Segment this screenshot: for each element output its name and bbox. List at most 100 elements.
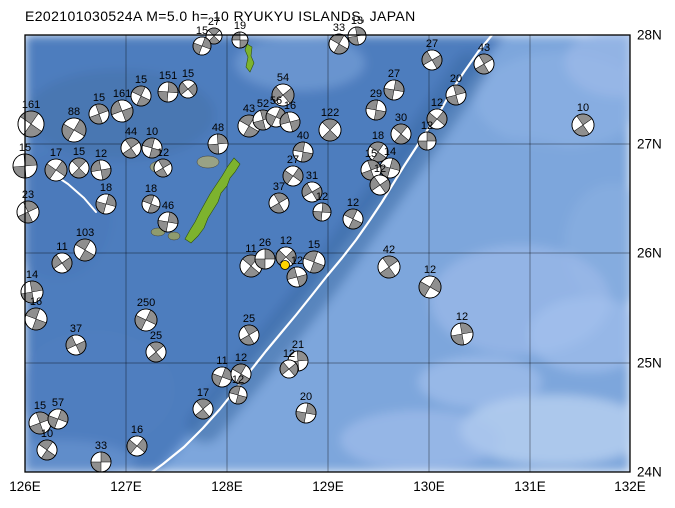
depth-label: 46 xyxy=(162,200,174,212)
depth-label: 40 xyxy=(297,130,309,142)
depth-label: 18 xyxy=(100,182,112,194)
beachball: 10 xyxy=(571,102,595,137)
beachball: 40 xyxy=(292,130,314,163)
depth-label: 18 xyxy=(372,130,384,142)
beachball: 12 xyxy=(450,311,474,346)
depth-label: 25 xyxy=(150,330,162,342)
depth-label: 19 xyxy=(234,20,246,32)
beachball: 12 xyxy=(286,255,308,288)
depth-label: 27 xyxy=(287,154,299,166)
depth-label: 16 xyxy=(131,424,143,436)
depth-label: 42 xyxy=(383,244,395,256)
beachball: 57 xyxy=(47,397,69,430)
beachball: 12 xyxy=(230,352,252,385)
beachball: 43 xyxy=(473,42,495,75)
depth-label: 33 xyxy=(95,440,107,452)
map-frame xyxy=(24,34,631,473)
depth-label: 23 xyxy=(22,189,34,201)
beachball: 12 xyxy=(90,148,112,181)
beachball: 27 xyxy=(421,38,443,71)
latitude-label: 28N xyxy=(637,28,662,43)
beachball: 250 xyxy=(134,297,158,332)
depth-label: 12 xyxy=(374,163,386,175)
depth-label: 12 xyxy=(431,97,443,109)
beachball: 15 xyxy=(192,25,212,56)
latitude-label: 25N xyxy=(637,356,662,371)
island-polygon xyxy=(244,43,255,73)
depth-label: 12 xyxy=(232,374,244,386)
beachball: 29 xyxy=(365,88,387,121)
depth-label: 15 xyxy=(308,239,320,251)
depth-label: 10 xyxy=(41,428,53,440)
depth-label: 44 xyxy=(125,126,137,138)
depth-label: 17 xyxy=(50,147,62,159)
depth-label: 27 xyxy=(388,68,400,80)
beachball: 31 xyxy=(301,170,323,203)
beachball: 11 xyxy=(211,355,233,388)
beachball: 14 xyxy=(20,269,44,304)
depth-label: 12 xyxy=(280,235,292,247)
depth-label: 13 xyxy=(351,15,363,27)
beachball: 15 xyxy=(88,92,110,125)
beachball: 17 xyxy=(44,147,68,182)
beachball: 27 xyxy=(282,154,304,187)
depth-label: 57 xyxy=(52,397,64,409)
longitude-label: 126E xyxy=(9,479,41,494)
beachball: 13 xyxy=(347,15,367,46)
event-epicenter-marker xyxy=(280,260,290,270)
depth-label: 17 xyxy=(197,387,209,399)
axis-labels: 126E 127E 128E 129E 130E 131E 132E 28N 27N 26N 25N… xyxy=(9,28,662,495)
depth-label: 122 xyxy=(321,107,339,119)
depth-label: 12 xyxy=(157,147,169,159)
depth-label: 11 xyxy=(245,243,256,255)
small-island xyxy=(196,155,220,169)
depth-label: 37 xyxy=(273,181,285,193)
depth-label: 15 xyxy=(135,74,147,86)
depth-label: 43 xyxy=(243,103,255,115)
depth-label: 15 xyxy=(73,146,85,158)
depth-label: 12 xyxy=(316,191,328,203)
depth-label: 15 xyxy=(365,148,377,160)
beachball: 12 xyxy=(153,147,173,178)
beachball: 12 xyxy=(342,197,364,230)
beachball: 18 xyxy=(141,183,161,214)
beachball: 26 xyxy=(254,237,276,270)
depth-label: 15 xyxy=(196,25,208,37)
beachball: 12 xyxy=(417,120,437,151)
depth-label: 16 xyxy=(30,296,42,308)
depth-label: 48 xyxy=(212,122,224,134)
depth-label: 12 xyxy=(95,148,107,160)
depth-label: 14 xyxy=(26,269,38,281)
latitude-label: 27N xyxy=(637,137,662,152)
beachball: 37 xyxy=(268,181,290,214)
small-island xyxy=(167,231,181,241)
beachball: 10 xyxy=(36,428,58,461)
beachball: 25 xyxy=(238,313,260,346)
depth-label: 25 xyxy=(243,313,255,325)
beachball: 15 xyxy=(68,146,90,179)
depth-label: 14 xyxy=(384,146,396,158)
depth-label: 103 xyxy=(76,227,94,239)
beachball: 15 xyxy=(302,239,326,274)
beachball: 12 xyxy=(228,374,248,405)
beachball: 12 xyxy=(426,97,448,130)
beachball: 103 xyxy=(73,227,97,262)
depth-label: 250 xyxy=(137,297,155,309)
depth-label: 31 xyxy=(306,170,318,182)
depth-label: 12 xyxy=(456,311,468,323)
beachball: 42 xyxy=(377,244,401,279)
depth-label: 161 xyxy=(113,88,131,100)
beachball: 48 xyxy=(207,122,229,155)
beachball: 14 xyxy=(379,146,401,179)
beachball: 12 xyxy=(312,191,332,222)
beachball: 16 xyxy=(126,424,148,457)
beachball: 12 xyxy=(369,163,391,196)
beachball: 16 xyxy=(279,100,301,133)
depth-label: 10 xyxy=(146,126,158,138)
depth-label: 161 xyxy=(22,99,40,111)
depth-label: 30 xyxy=(395,112,407,124)
depth-label: 10 xyxy=(577,102,589,114)
beachball: 19 xyxy=(231,20,249,49)
